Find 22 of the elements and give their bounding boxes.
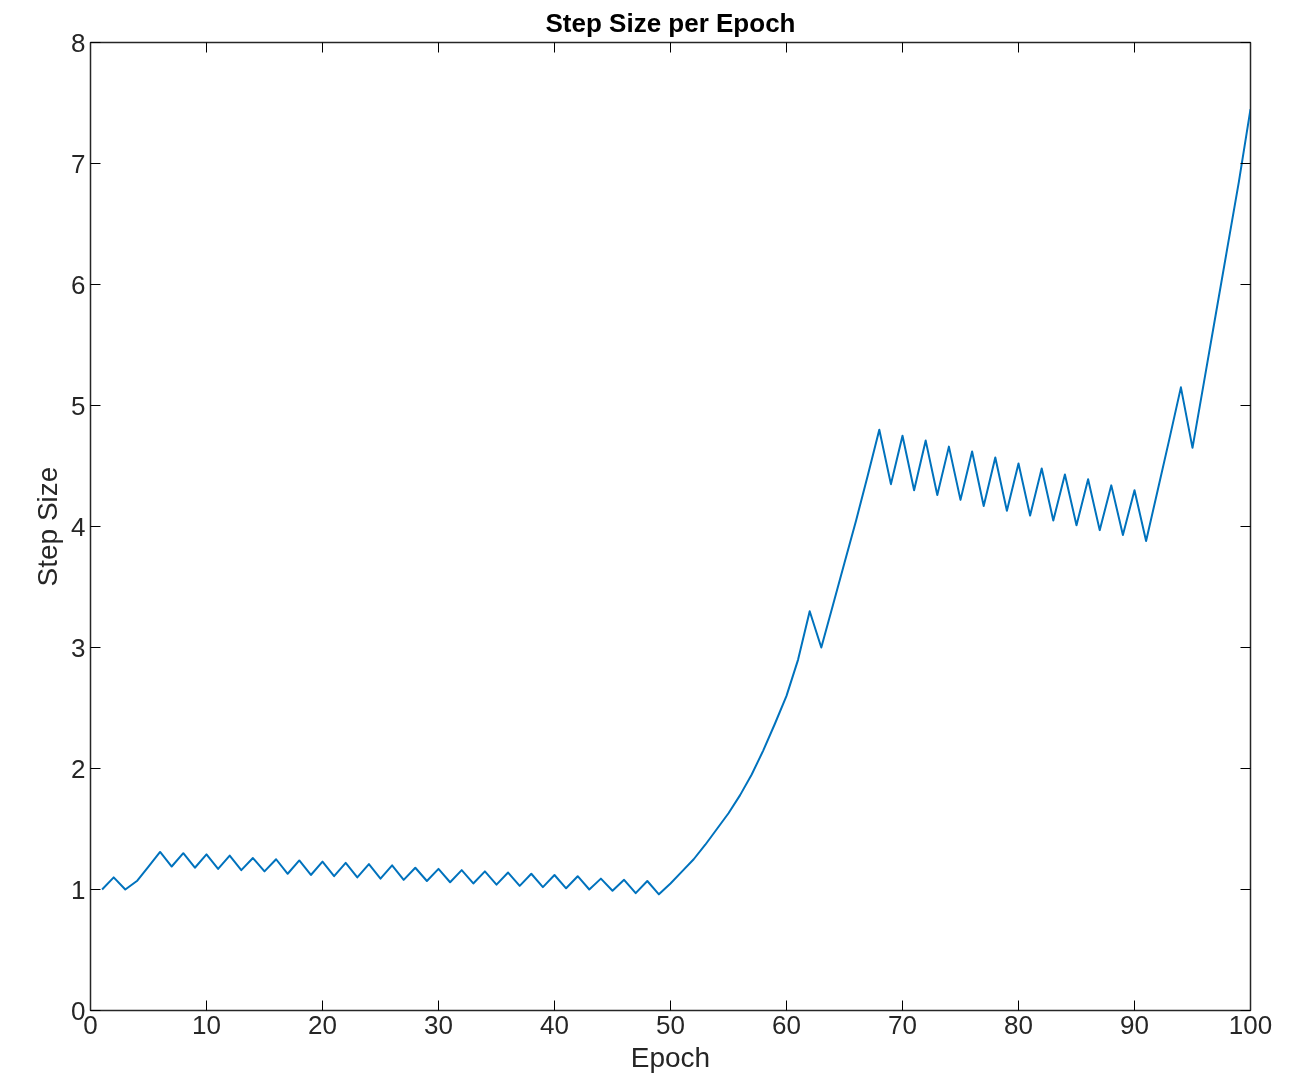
x-tick-label: 60 [772, 1009, 801, 1040]
y-axis-title: Step Size [32, 466, 64, 587]
x-tick-label: 90 [1120, 1009, 1149, 1040]
x-tick-label: 10 [192, 1009, 221, 1040]
y-tick-label: 3 [71, 632, 86, 663]
y-tick-label: 2 [71, 753, 86, 784]
y-tick-label: 8 [71, 27, 86, 58]
x-axis-title: Epoch [630, 1041, 711, 1073]
x-tick-label: 40 [540, 1009, 569, 1040]
y-tick-label: 6 [71, 269, 86, 300]
x-tick-label: 80 [1004, 1009, 1033, 1040]
chart-title: Step Size per Epoch [545, 7, 796, 38]
x-tick-label: 20 [308, 1009, 337, 1040]
x-tick-label: 100 [1228, 1009, 1273, 1040]
y-tick-label: 1 [71, 874, 86, 905]
x-tick-label: 30 [424, 1009, 453, 1040]
y-tick-label: 4 [71, 511, 86, 542]
y-tick-label: 5 [71, 390, 86, 421]
y-tick-label: 7 [71, 148, 86, 179]
x-tick-label: 70 [888, 1009, 917, 1040]
line-series [101, 108, 1251, 896]
x-tick-label: 50 [656, 1009, 685, 1040]
